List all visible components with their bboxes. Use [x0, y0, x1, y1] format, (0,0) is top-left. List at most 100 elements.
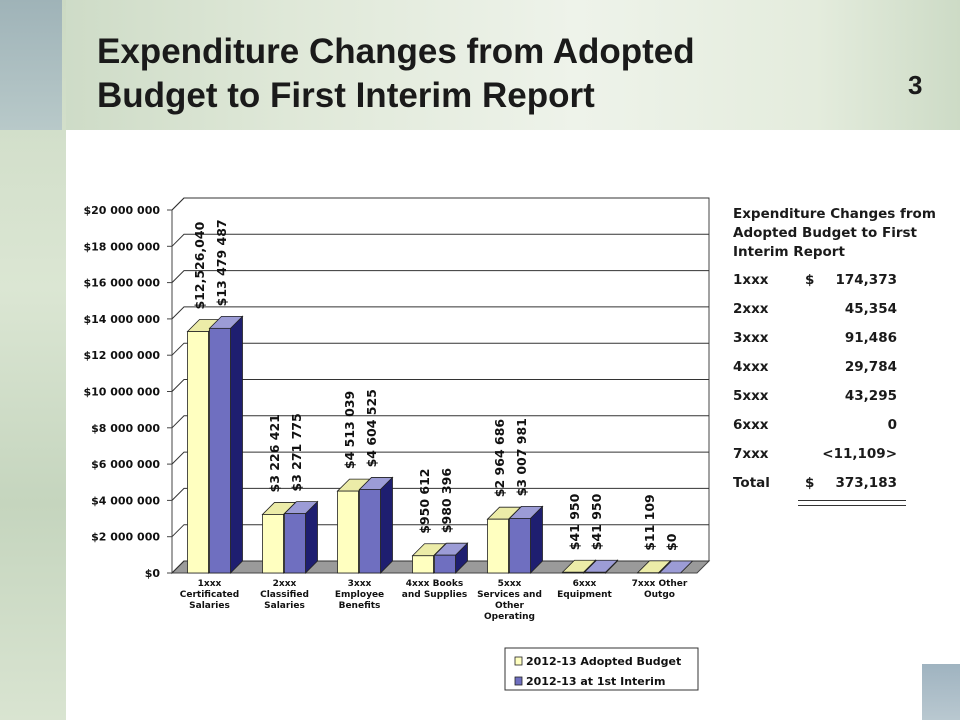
x-tick-label-line: 2xxx [273, 579, 297, 589]
gridline [171, 197, 709, 211]
y-tick-label: $10 000 000 [83, 386, 160, 399]
data-label: $4 513 039 [342, 391, 357, 469]
corner-decoration [922, 664, 960, 720]
gridline [171, 379, 709, 392]
x-tick-label-line: Operating [484, 612, 535, 622]
x-tick-label-line: 4xxx Books [406, 579, 463, 589]
summary-row-label: 3xxx [733, 330, 769, 346]
summary-row-currency: $ [805, 272, 815, 288]
summary-row: 1xxx $174,373 [733, 266, 948, 295]
x-tick-label-line: Services and [477, 590, 542, 600]
summary-row: 7xxx <11,109> [733, 440, 948, 469]
gridline [171, 415, 709, 429]
data-label: $13 479 487 [214, 219, 229, 306]
legend-box [504, 647, 699, 691]
bar-adopted [562, 571, 584, 574]
data-label: $41 950 [589, 493, 604, 550]
legend-label: 2012-13 Adopted Budget [526, 655, 681, 668]
bar-interim-side [380, 476, 393, 574]
summary-row-value: 0 [887, 417, 897, 433]
x-tick-label-line: Equipment [557, 590, 612, 600]
x-tick-label-line: Salaries [189, 601, 230, 611]
data-label: $3 007 981 [514, 418, 529, 496]
summary-row: Total $373,183 [733, 469, 948, 498]
x-tick-label-line: 6xxx [573, 579, 597, 589]
x-tick-label: 4xxx Books and Supplies [402, 579, 467, 600]
x-tick-label-line: Outgo [644, 590, 675, 600]
bar-adopted [412, 555, 434, 574]
summary-total-double-underline [798, 505, 906, 506]
summary-row: 3xxx 91,486 [733, 324, 948, 353]
y-tick-label: $8 000 000 [91, 422, 160, 435]
y-tick-label: $18 000 000 [83, 240, 160, 253]
x-tick-label: 2xxx Classified Salaries [260, 579, 309, 611]
summary-row: 4xxx 29,784 [733, 353, 948, 382]
bar-interim [359, 489, 381, 574]
summary-row-value: 45,354 [844, 301, 897, 317]
x-tick-label-line: Other [495, 601, 524, 611]
bar-adopted [337, 490, 359, 574]
y-tick-label: $14 000 000 [83, 313, 160, 326]
data-label: $12,526,040 [192, 221, 207, 309]
bar-interim [284, 513, 306, 574]
gridline [171, 487, 709, 501]
y-tick-label: $2 000 000 [91, 531, 160, 544]
data-label: $0 [664, 533, 679, 551]
x-tick-label: 6xxx Equipment [557, 579, 612, 600]
summary-row-value: 373,183 [835, 475, 898, 491]
summary-row-currency: $ [805, 475, 815, 491]
summary-row-value: 91,486 [844, 330, 897, 346]
bar-interim-side [230, 315, 243, 574]
gridline [171, 342, 709, 356]
summary-row-value: 29,784 [844, 359, 897, 375]
y-tick-label: $0 [145, 567, 161, 580]
summary-row-value: 174,373 [835, 272, 898, 288]
gridline [171, 270, 709, 283]
bar-interim-top [658, 560, 694, 574]
x-tick-label: 1xxx Certificated Salaries [180, 579, 239, 611]
y-tick-label: $4 000 000 [91, 494, 160, 507]
x-tick-label: 3xxx Employee Benefits [335, 579, 384, 611]
bar-adopted [262, 514, 284, 574]
x-tick-label-line: and Supplies [402, 590, 467, 600]
y-tick-label: $20 000 000 [83, 204, 160, 217]
header-background [0, 0, 960, 130]
x-tick-label: 7xxx Other Outgo [632, 579, 688, 600]
summary-row-label: 5xxx [733, 388, 769, 404]
data-label: $3 226 421 [267, 414, 282, 492]
summary-panel: Expenditure Changes from Adopted Budget … [733, 205, 948, 506]
gridline [171, 233, 709, 247]
bar-interim [209, 327, 231, 574]
bar-interim [584, 571, 606, 574]
data-label: $41 950 [567, 493, 582, 550]
x-tick-label-line: Salaries [264, 601, 305, 611]
bar-interim [509, 518, 531, 574]
x-tick-label-line: 1xxx [198, 579, 222, 589]
x-tick-label-line: Employee [335, 590, 384, 600]
data-label: $980 396 [439, 468, 454, 534]
bar-interim [434, 554, 456, 574]
left-background-accent [0, 0, 62, 130]
y-tick-label: $16 000 000 [83, 277, 160, 290]
gridline [171, 306, 709, 320]
summary-heading: Expenditure Changes from Adopted Budget … [733, 206, 936, 260]
summary-row-label: 1xxx [733, 272, 769, 288]
x-tick-label: 5xxx Services and Other Operating [477, 579, 542, 622]
data-label: $950 612 [417, 469, 432, 534]
summary-total-underline [798, 500, 906, 501]
legend-swatch-interim [514, 676, 523, 686]
summary-row: 6xxx 0 [733, 411, 948, 440]
summary-row-value: 43,295 [844, 388, 897, 404]
slide-number: 3 [908, 70, 923, 100]
y-tick-label: $6 000 000 [91, 458, 160, 471]
x-tick-label-line: 7xxx Other [632, 579, 688, 589]
data-label: $3 271 775 [289, 413, 304, 491]
x-tick-label-line: Certificated [180, 590, 239, 600]
summary-row-label: Total [733, 475, 770, 491]
x-tick-label-line: Classified [260, 590, 309, 600]
y-tick-label: $12 000 000 [83, 349, 160, 362]
summary-row-value: <11,109> [822, 446, 897, 462]
bar-adopted [487, 518, 509, 574]
legend-swatch-adopted [514, 656, 523, 666]
